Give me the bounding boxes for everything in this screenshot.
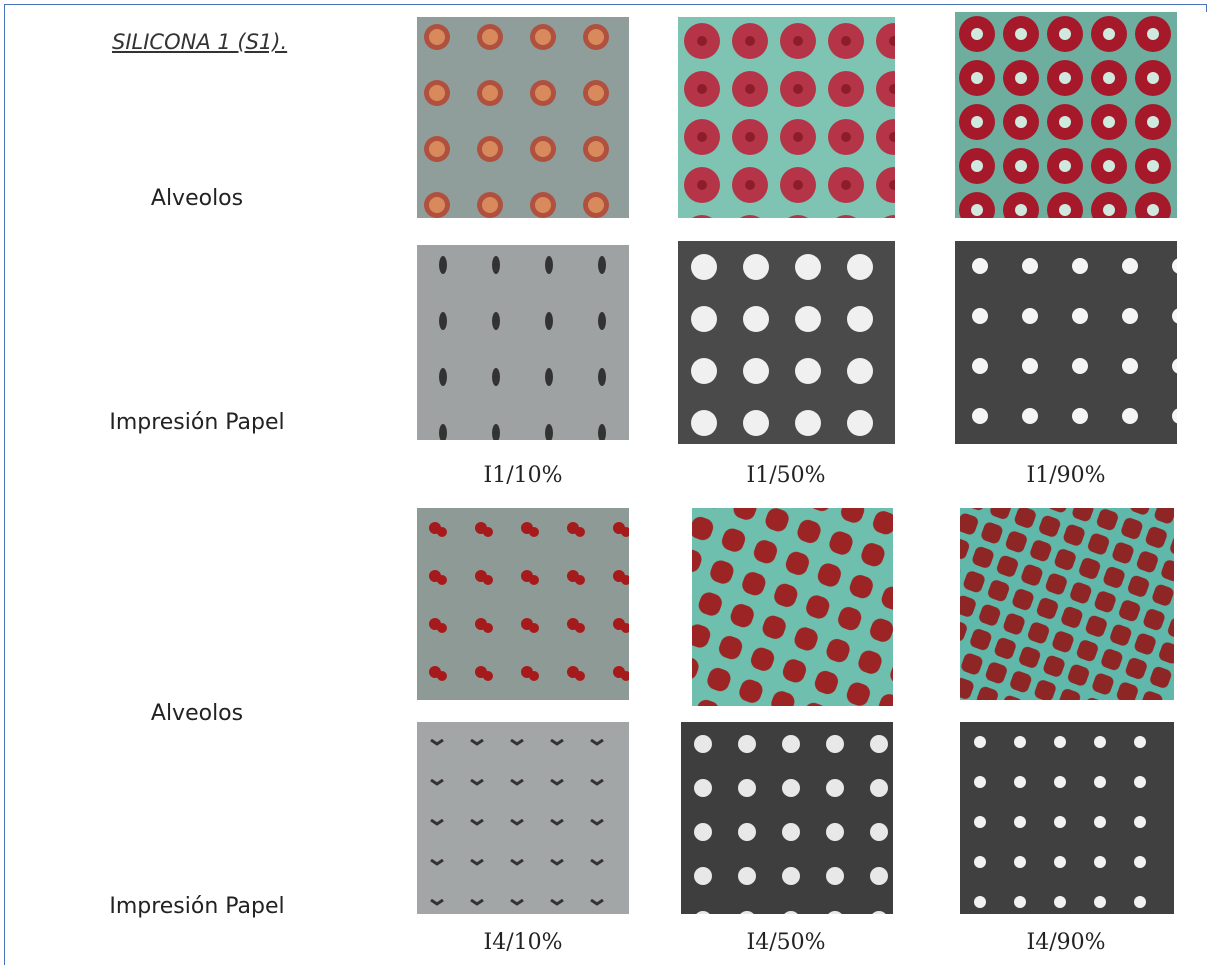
row-label: Impresión Papel [47, 894, 347, 919]
photo [955, 241, 1177, 444]
photo [678, 241, 895, 444]
photo [417, 17, 629, 218]
border [4, 4, 5, 965]
caption: I4/10% [403, 930, 643, 955]
row-label: Alveolos [47, 186, 347, 211]
photo [960, 508, 1174, 700]
photo [417, 508, 629, 700]
row-label: Impresión Papel [47, 410, 347, 435]
caption: I1/10% [403, 463, 643, 488]
border [1206, 4, 1207, 12]
photo [681, 722, 893, 914]
photo [955, 12, 1177, 218]
photo [678, 17, 895, 218]
photo [692, 508, 893, 706]
caption: I1/90% [946, 463, 1186, 488]
page: SILICONA 1 (S1). Alveolos Impresión Pape… [0, 0, 1211, 965]
photo [417, 245, 629, 440]
caption: I4/90% [946, 930, 1186, 955]
caption: I4/50% [666, 930, 906, 955]
photo [417, 722, 629, 914]
photo [960, 722, 1174, 914]
title: SILICONA 1 (S1). [112, 30, 287, 54]
caption: I1/50% [666, 463, 906, 488]
border [4, 4, 1207, 5]
row-label: Alveolos [47, 701, 347, 726]
